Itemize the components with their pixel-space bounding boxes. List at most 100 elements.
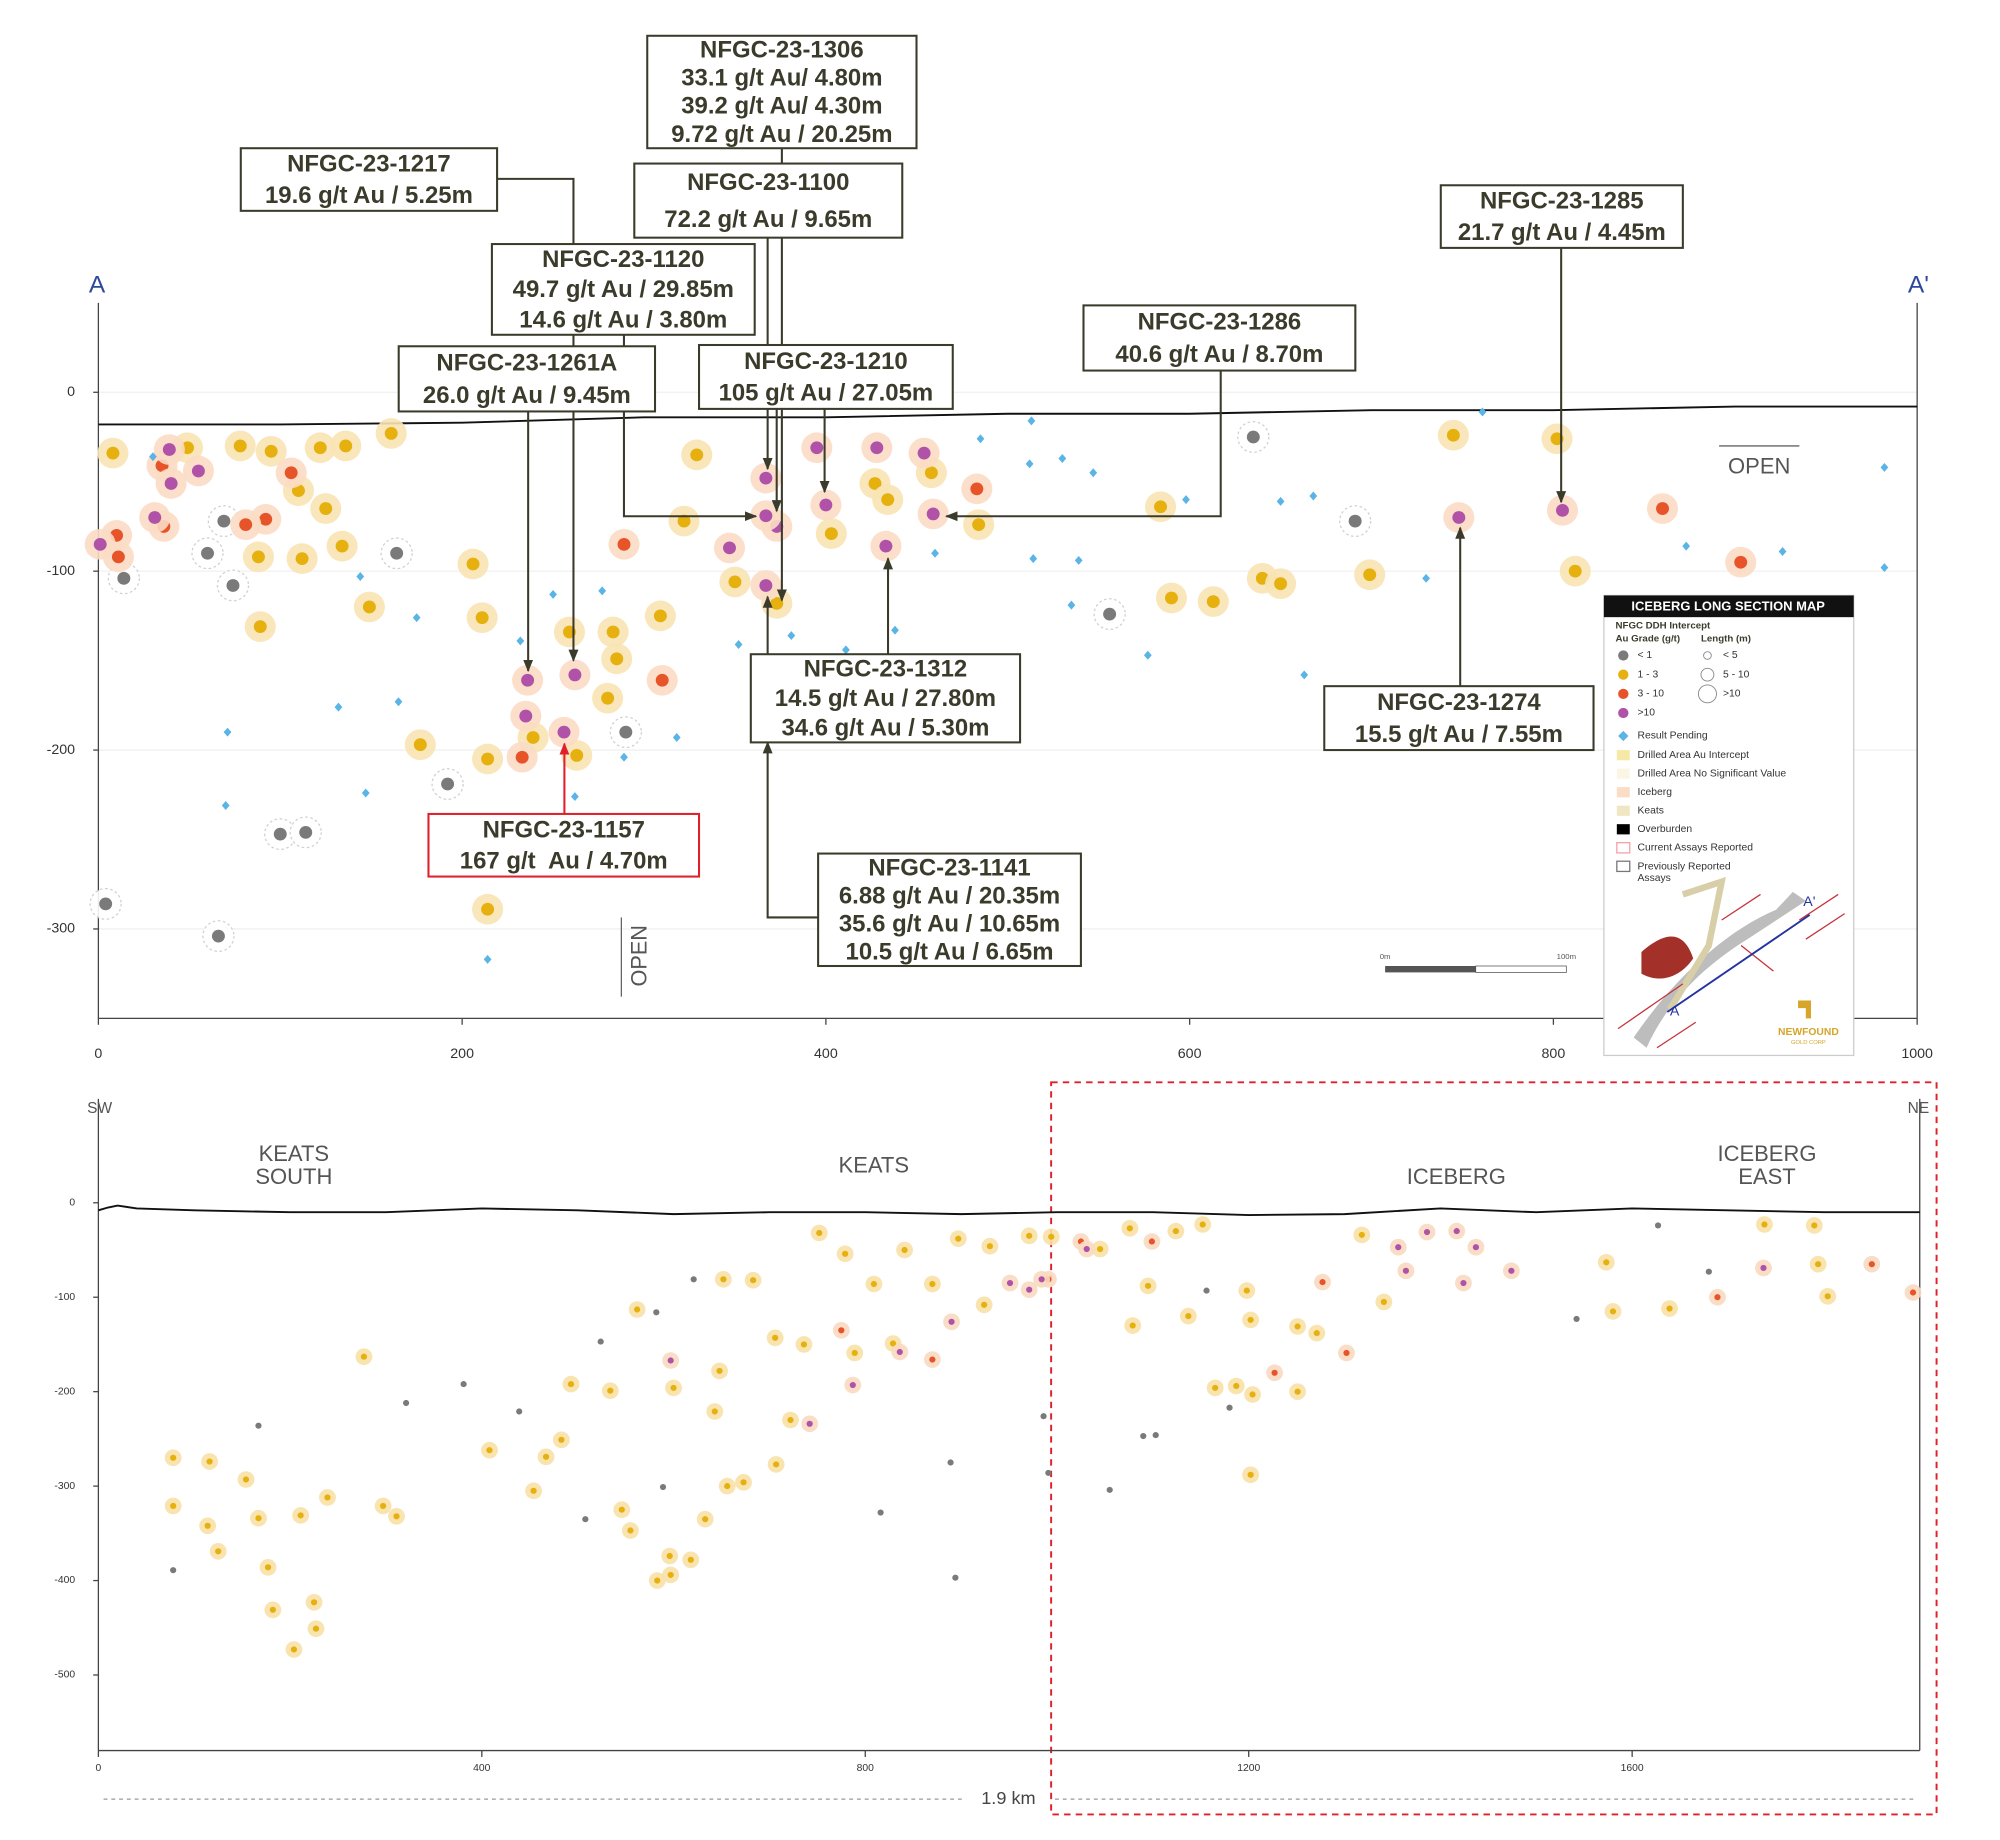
intercept-point bbox=[269, 1606, 276, 1613]
intercept-point bbox=[1226, 1404, 1233, 1411]
callout-box bbox=[817, 852, 1082, 968]
intercept-point bbox=[1734, 555, 1748, 569]
intercept-point bbox=[1212, 1384, 1219, 1391]
intercept-point bbox=[413, 738, 427, 752]
intercept-point bbox=[970, 482, 984, 496]
intercept-point bbox=[264, 444, 278, 458]
intercept-point bbox=[362, 600, 376, 614]
legend-size bbox=[1697, 684, 1717, 704]
callout-result: 26.0 g/t Au / 9.45m bbox=[423, 382, 631, 409]
intercept-point bbox=[702, 1516, 709, 1523]
intercept-point bbox=[666, 1552, 673, 1560]
callout-hole: NFGC-23-1312 bbox=[804, 656, 968, 683]
y-tick-label: -400 bbox=[54, 1575, 75, 1586]
intercept-point bbox=[1083, 1245, 1090, 1253]
intercept-point bbox=[1103, 607, 1117, 621]
intercept-point bbox=[206, 1458, 213, 1465]
legend-swatch bbox=[1616, 842, 1631, 854]
callout-result: 49.7 g/t Au / 29.85m bbox=[513, 276, 734, 303]
pending-point bbox=[149, 452, 157, 462]
callout-result: 14.6 g/t Au / 3.80m bbox=[519, 307, 727, 334]
callout-result: 167 g/t Au / 4.70m bbox=[460, 848, 668, 875]
intercept-point bbox=[819, 498, 833, 512]
series bbox=[97, 418, 1591, 925]
scale-label: 100m bbox=[1557, 952, 1576, 961]
intercept-point bbox=[870, 441, 884, 455]
callout-result: 40.6 g/t Au / 8.70m bbox=[1115, 341, 1323, 368]
pending-point bbox=[1682, 541, 1691, 551]
callout-result: 9.72 g/t Au / 20.25m bbox=[671, 121, 892, 148]
intercept-point bbox=[1714, 1294, 1721, 1301]
region-label: EAST bbox=[1738, 1164, 1795, 1189]
intercept-point bbox=[542, 1453, 550, 1460]
x-tick-label: 800 bbox=[1542, 1045, 1566, 1061]
intercept-point bbox=[838, 1327, 845, 1334]
intercept-point bbox=[570, 749, 584, 762]
intercept-point bbox=[1824, 1293, 1831, 1300]
intercept-point bbox=[530, 1487, 537, 1494]
intercept-point bbox=[1472, 1244, 1480, 1251]
intercept-point bbox=[889, 1340, 897, 1347]
intercept-point bbox=[917, 446, 931, 460]
callout-hole: NFGC-23-1217 bbox=[287, 151, 451, 178]
intercept-point bbox=[655, 673, 669, 687]
intercept-point bbox=[879, 539, 893, 553]
legend-subtitle: NFGC DDH Intercept bbox=[1616, 621, 1712, 632]
intercept-point bbox=[390, 546, 404, 560]
intercept-point bbox=[557, 725, 571, 739]
legend-swatch bbox=[1616, 750, 1630, 761]
intercept-point bbox=[255, 1422, 262, 1429]
intercept-point bbox=[99, 897, 113, 911]
intercept-point bbox=[1609, 1308, 1617, 1315]
pending-point bbox=[1778, 547, 1787, 556]
callout-box bbox=[646, 34, 918, 150]
series bbox=[662, 1222, 1772, 1433]
scale-bar bbox=[1385, 966, 1476, 973]
legend-size bbox=[1703, 651, 1712, 660]
intercept-point bbox=[1247, 1471, 1254, 1478]
intercept-point bbox=[191, 464, 205, 478]
pending-point bbox=[1880, 563, 1889, 573]
intercept-point bbox=[259, 512, 273, 526]
direction-label: SW bbox=[87, 1100, 112, 1117]
intercept-point bbox=[986, 1243, 993, 1250]
pending-point bbox=[1300, 670, 1309, 680]
y-tick-label: -200 bbox=[54, 1386, 75, 1397]
intercept-point bbox=[1164, 591, 1178, 605]
intercept-point bbox=[170, 1567, 177, 1574]
intercept-point bbox=[901, 1246, 908, 1254]
intercept-point bbox=[1380, 1298, 1387, 1306]
legend-label: 1 - 3 bbox=[1638, 669, 1659, 680]
y-tick-label: 0 bbox=[67, 383, 75, 399]
callout-hole: NFGC-23-1286 bbox=[1138, 309, 1302, 336]
legend-label: 5 - 10 bbox=[1723, 669, 1750, 680]
intercept-point bbox=[201, 546, 214, 560]
intercept-point bbox=[1423, 1228, 1431, 1236]
intercept-point bbox=[759, 509, 773, 523]
intercept-point bbox=[481, 902, 495, 916]
map-label: A bbox=[1670, 1003, 1680, 1019]
section-label: A bbox=[89, 272, 106, 299]
intercept-point bbox=[806, 1420, 813, 1427]
pending-point bbox=[334, 702, 343, 712]
legend-swatch bbox=[1618, 688, 1629, 699]
intercept-point bbox=[759, 471, 773, 485]
intercept-point bbox=[117, 571, 131, 585]
intercept-point bbox=[981, 1301, 988, 1308]
intercept-point bbox=[162, 443, 176, 456]
y-tick-label: -300 bbox=[54, 1481, 75, 1492]
callout-box bbox=[697, 343, 954, 410]
callout-result: 21.7 g/t Au / 4.45m bbox=[1458, 219, 1666, 246]
intercept-point bbox=[924, 466, 938, 480]
legend-label: < 5 bbox=[1723, 650, 1738, 661]
intercept-point bbox=[1294, 1323, 1301, 1330]
legend-label: Previously Reported Assays bbox=[1638, 861, 1731, 883]
legend-label: Iceberg bbox=[1638, 787, 1673, 798]
callout-hole: NFGC-23-1261A bbox=[436, 350, 617, 377]
intercept-point bbox=[1402, 1267, 1410, 1274]
intercept-point bbox=[111, 550, 125, 564]
intercept-point bbox=[868, 477, 882, 490]
intercept-point bbox=[617, 537, 631, 551]
open-label: OPEN bbox=[626, 925, 651, 987]
intercept-point bbox=[1654, 1222, 1662, 1229]
